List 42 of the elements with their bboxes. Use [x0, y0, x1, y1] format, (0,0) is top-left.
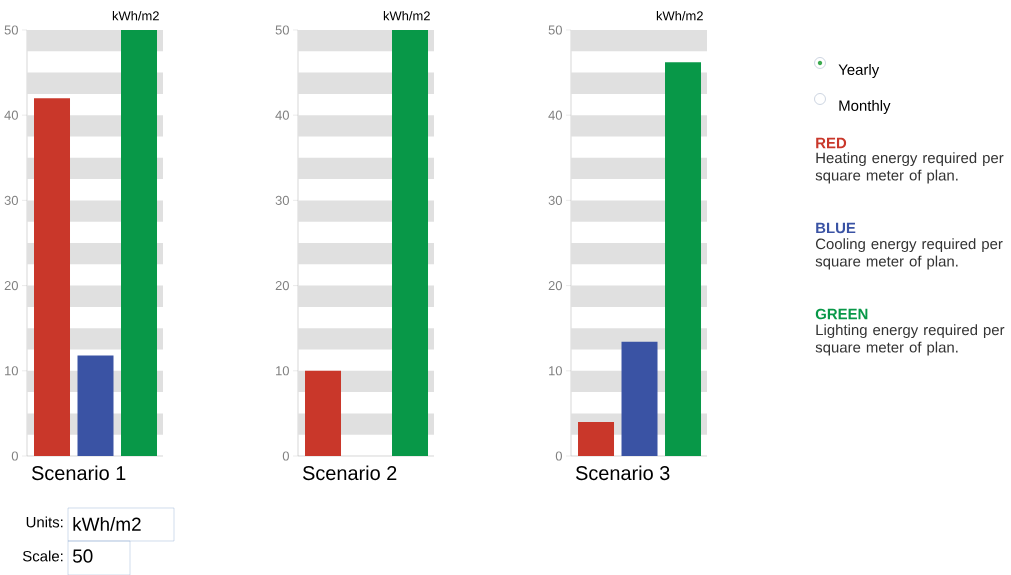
y-tick-label: 20 [275, 280, 289, 291]
x-axis-title: Scenario 2 [302, 465, 397, 481]
text: Monthly [839, 99, 891, 114]
text: Scale: [22, 550, 63, 562]
y-tick-label: 30 [548, 195, 562, 205]
text: Cooling energy required per square meter of plan. [815, 238, 1003, 270]
y-tick-label: 10 [549, 366, 562, 376]
y-tick-label: 10 [276, 366, 289, 376]
text: GREEN [815, 308, 868, 320]
y-tick-label: 30 [275, 195, 289, 205]
y-tick-label: 20 [4, 280, 18, 291]
bar [621, 341, 658, 456]
text: Units: [26, 516, 63, 528]
text: kWh/m2 [73, 516, 141, 531]
y-tick-label: 40 [275, 110, 289, 120]
y-tick-label: 0 [555, 451, 562, 461]
y-tick-label: 30 [4, 195, 18, 205]
y-tick-label: 0 [282, 451, 289, 461]
y-tick-label: 20 [548, 280, 562, 291]
text: BLUE [816, 222, 856, 234]
y-tick-label: 10 [5, 366, 18, 376]
bar [77, 355, 114, 456]
bar [34, 98, 71, 456]
text: Yearly [838, 63, 880, 78]
y-tick-label: 50 [4, 25, 18, 35]
y-axis-title: kWh/m2 [383, 10, 430, 21]
y-tick-label: 50 [548, 25, 562, 35]
text: Lighting energy required per square meter of plan. [815, 324, 1005, 356]
y-axis-title: kWh/m2 [112, 10, 159, 21]
text: Heating energy required per square meter of plan. [815, 152, 1004, 184]
text: 50 [72, 549, 93, 563]
y-axis-title: kWh/m2 [656, 10, 703, 21]
bar [665, 62, 702, 456]
x-axis-title: Scenario 1 [31, 465, 126, 481]
y-tick-label: 40 [4, 110, 18, 120]
y-tick-label: 0 [11, 451, 18, 461]
bar [578, 421, 615, 456]
bar [121, 29, 158, 456]
y-tick-label: 50 [275, 25, 289, 35]
y-tick-label: 40 [548, 110, 562, 120]
text: RED [816, 137, 847, 149]
x-axis-title: Scenario 3 [575, 465, 670, 481]
